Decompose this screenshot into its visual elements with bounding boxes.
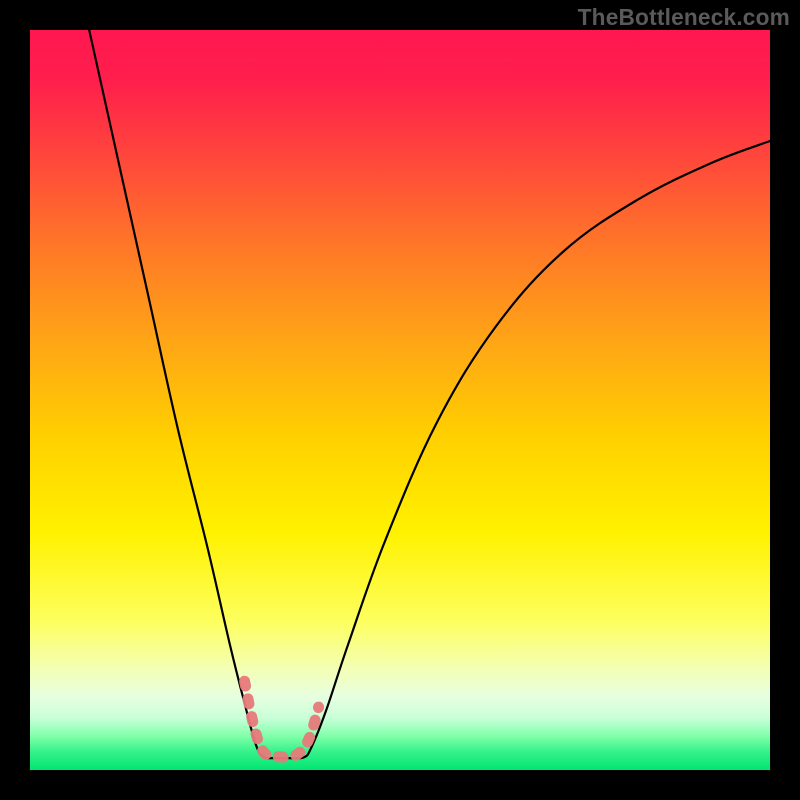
bottleneck-curve	[89, 30, 770, 758]
plot-area	[30, 30, 770, 770]
curve-layer	[30, 30, 770, 770]
chart-frame: TheBottleneck.com	[0, 0, 800, 800]
watermark-text: TheBottleneck.com	[578, 4, 790, 31]
